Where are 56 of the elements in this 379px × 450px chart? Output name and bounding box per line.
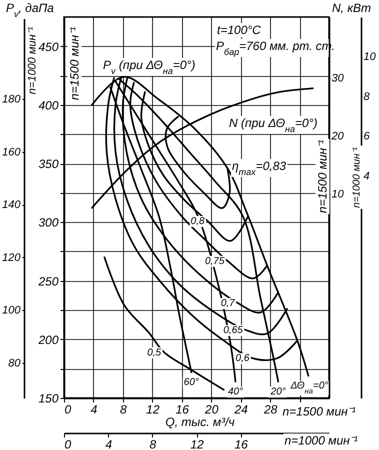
y-tick-label: 150 bbox=[38, 392, 59, 406]
x-tick-label: 4 bbox=[90, 402, 98, 416]
x-tick-label: 24 bbox=[233, 402, 248, 416]
y-tick-label: 10 bbox=[332, 188, 345, 200]
x-axis-title: n=1500 мин⁻¹ bbox=[282, 404, 356, 418]
text: Q, тыс. м³/ч bbox=[165, 415, 235, 429]
x2-tick-label: 4 bbox=[105, 438, 112, 450]
y-tick-label: 20 bbox=[330, 130, 345, 142]
x-tick-label: 20 bbox=[204, 402, 219, 416]
y-axis-title: n=1500 мин⁻¹ bbox=[68, 26, 82, 100]
y2-tick-label: 8 bbox=[364, 90, 370, 103]
y-tick-label: 200 bbox=[37, 332, 59, 347]
annotation: N (при ΔΘ$_{на}$=0°) bbox=[229, 116, 318, 134]
y3-tick-label: 100 bbox=[2, 304, 22, 317]
y3-tick-label: 180 bbox=[2, 94, 22, 106]
annotation: η$_{max}$=0,83 bbox=[232, 159, 286, 177]
y3-axis-title: n=1000 мин⁻¹ bbox=[26, 26, 38, 94]
x2-tick-label: 8 bbox=[149, 438, 156, 450]
y3-tick-label: 160 bbox=[2, 146, 22, 158]
text: N, кВт bbox=[332, 1, 372, 15]
series-label: 20° bbox=[270, 386, 286, 398]
x2-axis-title: n=1000 мин⁻¹ bbox=[284, 434, 358, 448]
series-label: 60° bbox=[184, 377, 199, 388]
annotation: 0,6 bbox=[236, 353, 250, 364]
y3-tick-label: 80 bbox=[8, 357, 22, 370]
x2-tick-label: 0 bbox=[64, 438, 72, 450]
annotation: P$_{v}$ (при ΔΘ$_{на}$=0°) bbox=[103, 58, 196, 76]
y2-axis-title: n=1000 мин⁻¹ bbox=[352, 146, 362, 208]
y3-tick-label: 120 bbox=[2, 252, 22, 264]
series-label: 40° bbox=[228, 386, 244, 398]
y3-tick-label: 140 bbox=[2, 199, 22, 212]
y2-tick-label: 6 bbox=[364, 130, 370, 143]
y2-tick-label: 10 bbox=[364, 51, 377, 64]
annotation: 0,5 bbox=[147, 347, 162, 358]
x-tick-label: 12 bbox=[146, 402, 160, 416]
y-tick-label: 250 bbox=[37, 274, 59, 288]
x-tick-label: 8 bbox=[120, 402, 128, 416]
y-tick-label: 30 bbox=[332, 72, 345, 84]
y-axis-title: n=1500 мин⁻¹ bbox=[316, 140, 330, 214]
x-tick-label: 28 bbox=[262, 402, 278, 416]
annotation: 0,75 bbox=[204, 256, 225, 267]
series-label: ΔΘ$_{на}$=0° bbox=[290, 380, 328, 396]
text: P$_{v}$, даПа bbox=[6, 1, 54, 19]
x-tick-label: 16 bbox=[176, 402, 190, 416]
x-tick-label: 0 bbox=[64, 402, 72, 416]
y-tick-label: 400 bbox=[38, 98, 59, 112]
y2-tick-label: 4 bbox=[364, 170, 370, 182]
annotation: 0,65 bbox=[223, 325, 244, 336]
y-tick-label: 350 bbox=[38, 157, 59, 172]
annotation: t=100°C bbox=[217, 23, 262, 37]
annotation: 0,7 bbox=[220, 298, 236, 310]
y-tick-label: 300 bbox=[38, 216, 59, 230]
annotation: 0,8 bbox=[190, 216, 205, 227]
y-tick-label: 450 bbox=[38, 40, 59, 54]
x2-tick-label: 12 bbox=[190, 438, 204, 450]
x2-tick-label: 16 bbox=[234, 438, 248, 450]
